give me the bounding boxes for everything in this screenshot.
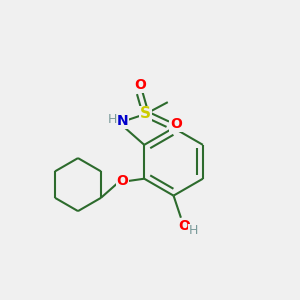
Text: H: H <box>189 224 198 238</box>
Text: O: O <box>170 117 182 131</box>
Text: H: H <box>108 113 117 126</box>
Text: S: S <box>140 106 151 122</box>
Text: O: O <box>134 78 146 92</box>
Text: N: N <box>117 114 128 128</box>
Text: O: O <box>116 174 128 188</box>
Text: O: O <box>178 219 190 233</box>
